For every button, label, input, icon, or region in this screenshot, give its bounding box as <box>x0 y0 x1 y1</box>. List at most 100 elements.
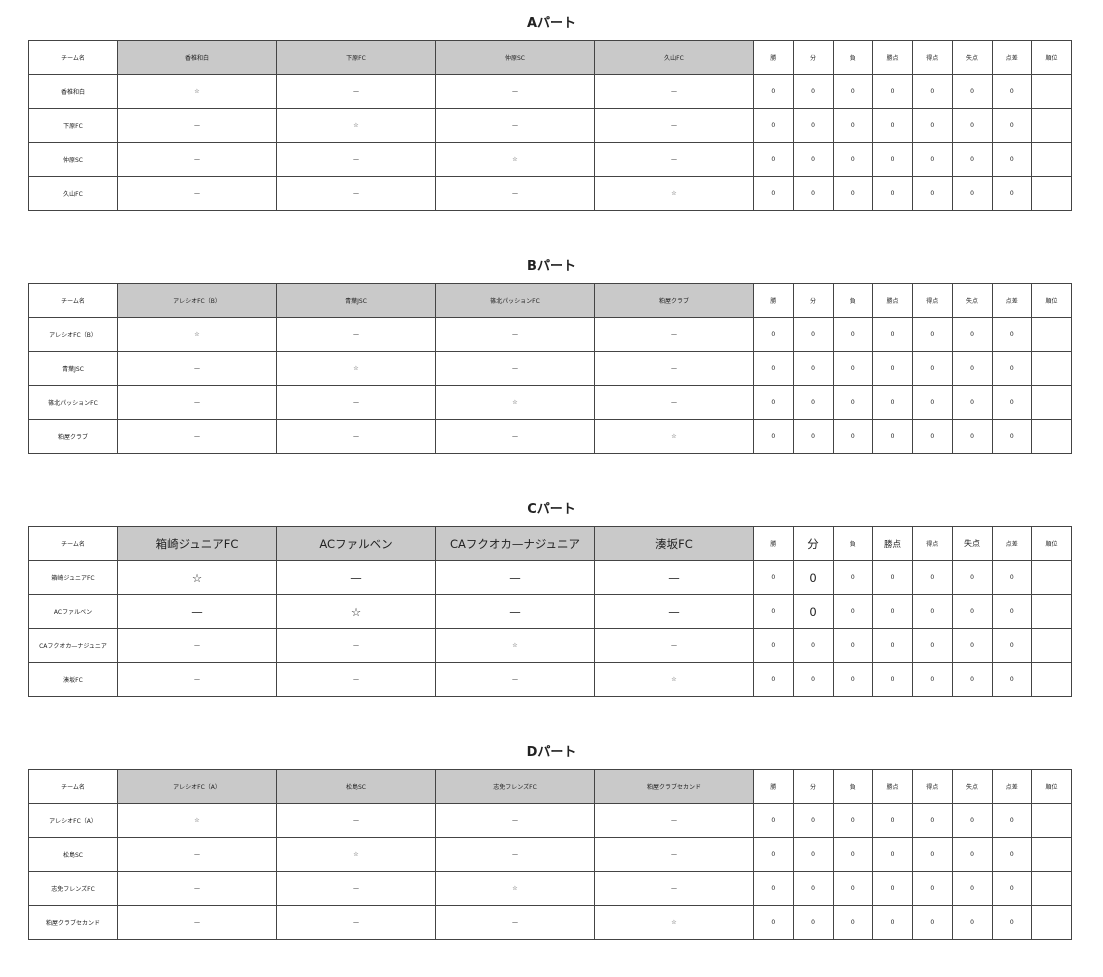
stat-cell: 0 <box>912 628 953 663</box>
stat-cell: 0 <box>872 142 913 177</box>
stat-cell: 0 <box>912 108 953 143</box>
team-row: 湊坂FC — — — ☆ 0 0 0 0 0 0 0 <box>28 662 1072 697</box>
rank-cell <box>1031 871 1072 906</box>
match-result: — <box>117 142 277 177</box>
header-cell: 勝 <box>753 769 794 804</box>
stat-cell: 0 <box>753 142 794 177</box>
team-name: 仲原SC <box>28 142 118 177</box>
header-cell: 勝点 <box>872 40 913 75</box>
rank-cell <box>1031 108 1072 143</box>
match-result: — <box>594 74 754 109</box>
header-cell: 点差 <box>991 769 1032 804</box>
stat-cell: 0 <box>912 176 953 211</box>
match-result: — <box>594 317 754 352</box>
match-result: — <box>594 803 754 838</box>
team-row: 志免フレンズFC — — ☆ —0 0 0 0 0 0 0 <box>28 871 1072 906</box>
part-title: Cパート <box>527 502 576 517</box>
rank-cell <box>1031 74 1072 109</box>
stat-cell: 0 <box>872 176 913 211</box>
stat-cell: 0 <box>991 837 1032 872</box>
match-result: — <box>435 419 595 454</box>
stat-cell: 0 <box>991 560 1032 595</box>
match-result: ☆ <box>594 176 754 211</box>
stat-cell: 0 <box>753 662 794 697</box>
rank-cell <box>1031 905 1072 940</box>
stat-cell: 0 <box>753 628 794 663</box>
rank-cell <box>1031 176 1072 211</box>
match-result: — <box>117 871 277 906</box>
part-title: Bパート <box>527 259 576 274</box>
stat-cell: 0 <box>951 176 993 211</box>
stat-cell: 0 <box>912 871 953 906</box>
match-result: — <box>117 419 277 454</box>
match-result: — <box>594 351 754 386</box>
stat-cell: 0 <box>792 837 834 872</box>
match-result: ☆ <box>276 594 436 629</box>
part-title: Aパート <box>526 16 577 31</box>
standings-table: チーム名 香椎和白 下原FC 仲原SC 久山FC 勝分負勝点 得点 失点 点差 順位 香椎和白 ☆ — —… <box>28 40 1072 211</box>
header-cell: 失点 <box>951 283 993 318</box>
match-result: ☆ <box>276 837 436 872</box>
header-cell: 青葉JSC <box>276 283 436 318</box>
header-cell: 勝点 <box>872 526 913 561</box>
stat-cell: 0 <box>832 317 873 352</box>
stat-cell: 0 <box>753 560 794 595</box>
header-cell: 香椎和白 <box>117 40 277 75</box>
match-result: ☆ <box>435 142 595 177</box>
match-result: — <box>594 871 754 906</box>
rank-cell <box>1031 317 1072 352</box>
stat-cell: 0 <box>951 385 993 420</box>
team-row: 仲原SC — — ☆ —0 0 0 0 0 0 0 <box>28 142 1072 177</box>
team-name: 香椎和白 <box>28 74 118 109</box>
stat-cell: 0 <box>792 803 834 838</box>
match-result: ☆ <box>117 74 277 109</box>
match-result: ☆ <box>117 560 277 595</box>
team-row: 篠北パッションFC — — ☆ —0 0 0 0 0 0 0 <box>28 385 1072 420</box>
stat-cell: 0 <box>912 560 953 595</box>
header-cell: CAフクオカ—ナジュニア <box>435 526 595 561</box>
header-cell: 粕屋クラブセカンド <box>594 769 754 804</box>
match-result: — <box>435 594 595 629</box>
stat-cell: 0 <box>872 385 913 420</box>
rank-cell <box>1031 560 1072 595</box>
stat-cell: 0 <box>792 871 834 906</box>
team-name: 青葉JSC <box>28 351 118 386</box>
match-result: ☆ <box>594 905 754 940</box>
team-name: CAフクオカ—ナジュニア <box>28 628 118 663</box>
stat-cell: 0 <box>912 385 953 420</box>
stat-cell: 0 <box>991 905 1032 940</box>
team-name: 粕屋クラブセカンド <box>28 905 118 940</box>
team-name: 篠北パッションFC <box>28 385 118 420</box>
header-cell: 勝点 <box>872 769 913 804</box>
stat-cell: 0 <box>991 385 1032 420</box>
stat-cell: 0 <box>951 74 993 109</box>
match-result: ☆ <box>435 628 595 663</box>
stat-cell: 0 <box>792 419 834 454</box>
stat-cell: 0 <box>753 419 794 454</box>
stat-cell: 0 <box>792 74 834 109</box>
stat-cell: 0 <box>951 317 993 352</box>
match-result: — <box>276 905 436 940</box>
match-result: — <box>276 662 436 697</box>
standings-table: チーム名 アレシオFC（B） 青葉JSC 篠北パッションFC 粕屋クラブ勝分負勝点 得点失… <box>28 283 1072 454</box>
header-cell: チーム名 <box>28 40 118 75</box>
stat-cell: 0 <box>872 662 913 697</box>
stat-cell: 0 <box>832 419 873 454</box>
header-cell: ACファルベン <box>276 526 436 561</box>
header-cell: 点差 <box>991 283 1032 318</box>
team-row: 香椎和白 ☆ — — —0 0 0 0 0 0 0 <box>28 74 1072 109</box>
match-result: — <box>276 74 436 109</box>
header-cell: 点差 <box>991 40 1032 75</box>
stat-cell: 0 <box>832 142 873 177</box>
stat-cell: 0 <box>832 905 873 940</box>
header-cell: 粕屋クラブ <box>594 283 754 318</box>
team-name: 松島SC <box>28 837 118 872</box>
stat-cell: 0 <box>991 176 1032 211</box>
match-result: ☆ <box>276 351 436 386</box>
header-cell: 得点 <box>912 526 953 561</box>
stat-cell: 0 <box>832 351 873 386</box>
match-result: — <box>276 385 436 420</box>
stat-cell: 0 <box>753 108 794 143</box>
team-row: ACファルベン — ☆ — —0 0 0 0 0 0 0 <box>28 594 1072 629</box>
header-row: チーム名 アレシオFC（B） 青葉JSC 篠北パッションFC 粕屋クラブ勝分負勝点 得点失… <box>28 283 1072 318</box>
